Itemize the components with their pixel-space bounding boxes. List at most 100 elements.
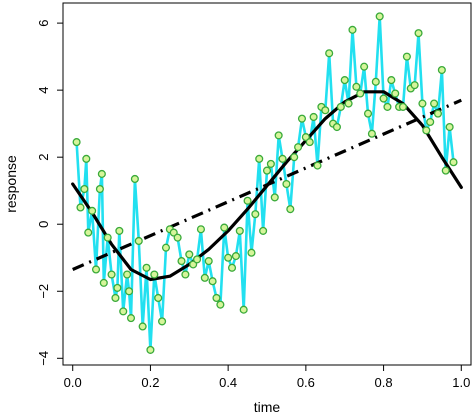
y-tick-label: 0 [36,221,51,228]
observed-point [274,131,283,140]
observed-point [414,29,423,38]
observed-point [251,210,260,219]
observed-point [208,277,217,286]
observed-point [294,143,303,152]
observed-point [410,81,419,90]
observed-point [398,102,408,111]
observed-point [231,252,240,261]
observed-point [220,223,229,232]
observed-point [103,233,112,242]
observed-point [150,270,159,279]
observed-point [367,129,376,138]
observed-point [433,109,443,118]
observed-point [391,89,400,98]
y-axis: −4 −2 0 2 4 6 [36,19,63,366]
observed-point [286,205,295,214]
observed-point [134,236,143,246]
observed-point [88,206,97,215]
observed-point [259,226,268,235]
x-axis-title: time [254,399,281,415]
observed-point [181,270,190,279]
observed-point [130,174,139,184]
observed-point [290,153,299,162]
x-tick-label: 1.0 [452,375,470,390]
x-tick-label: 0.8 [375,375,393,390]
y-tick-label: −2 [36,284,51,299]
series-layer [71,12,463,354]
observed-point [247,248,256,257]
observed-point [356,89,365,98]
observed-point [426,117,435,127]
observed-point [243,196,252,205]
x-tick-label: 0.2 [141,375,159,390]
observed-point [204,257,213,266]
observed-point [340,76,349,85]
observed-point [270,193,279,202]
observed-point [313,161,322,170]
observed-point [348,25,357,34]
observed-point [158,317,167,326]
observed-point [97,169,106,178]
observed-point [297,114,307,123]
observed-point [360,62,369,71]
observed-point [363,109,373,118]
x-tick-label: 0.4 [219,375,237,390]
observed-point [266,159,275,168]
plot-frame [62,2,472,366]
observed-point [126,314,136,323]
observed-point [309,112,318,122]
observed-point [111,293,120,303]
x-tick-label: 0.0 [64,375,82,390]
x-tick-label: 0.6 [297,375,315,390]
observed-point [107,270,116,279]
observed-point [196,225,205,234]
observed-point [80,184,89,194]
observed-point [185,250,194,259]
observed-point [146,345,155,354]
x-axis: 0.0 0.2 0.4 0.6 0.8 1.0 [64,365,470,390]
y-tick-label: 2 [36,154,51,161]
observed-point [262,166,272,175]
observed-point [91,265,101,274]
observed-point [125,287,134,296]
observed-point [173,233,182,242]
observed-point [352,82,361,91]
observed-point [239,305,248,314]
observed-point [224,253,233,262]
observed-point [371,77,380,86]
observed-point [278,154,287,163]
observed-point [344,99,353,108]
observed-point [321,106,330,115]
observed-point [95,184,104,194]
y-tick-label: −4 [36,351,51,366]
observed-point [235,226,244,235]
observed-point [200,273,209,282]
observed-point [375,12,384,21]
observed-point [138,322,147,331]
observed-point [123,270,132,279]
observed-point [383,102,392,111]
observed-point [82,154,91,163]
observed-point [332,122,341,132]
observed-point [437,65,446,75]
observed-point [84,228,93,237]
observed-point [142,263,151,272]
observed-point [282,179,291,189]
observed-point [216,300,225,309]
y-tick-label: 6 [36,19,51,26]
observed-point [422,126,431,135]
observed-point [119,307,128,316]
observed-point [154,293,163,303]
observed-point [402,52,411,61]
observed-point [227,263,237,272]
observed-point [441,166,450,175]
observed-point [113,283,122,292]
observed-point [255,154,264,163]
observed-point [336,102,345,111]
observed-point [115,226,124,235]
observed-point [387,76,396,85]
observed-point [177,257,186,266]
observed-point [418,99,427,108]
y-axis-title: response [3,155,19,213]
